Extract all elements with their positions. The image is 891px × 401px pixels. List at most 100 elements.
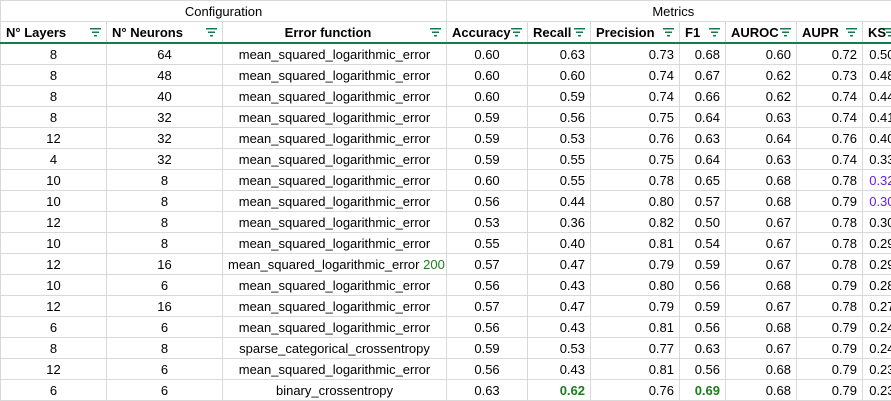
- cell-auroc[interactable]: 0.64: [725, 127, 798, 149]
- cell-recall[interactable]: 0.53: [527, 127, 592, 149]
- cell-auroc[interactable]: 0.62: [725, 85, 798, 107]
- cell-layers[interactable]: 12: [0, 253, 107, 275]
- header-layers[interactable]: N° Layers: [0, 21, 107, 44]
- cell-precision[interactable]: 0.79: [590, 295, 681, 317]
- cell-f1[interactable]: 0.64: [679, 148, 727, 170]
- cell-ks[interactable]: 0.24: [862, 316, 891, 338]
- cell-precision[interactable]: 0.81: [590, 316, 681, 338]
- cell-aupr[interactable]: 0.78: [796, 211, 864, 233]
- header-error-function[interactable]: Error function: [221, 21, 448, 44]
- cell-neurons[interactable]: 6: [106, 379, 223, 401]
- cell-accuracy[interactable]: 0.56: [446, 190, 529, 212]
- cell-aupr[interactable]: 0.74: [796, 85, 864, 107]
- cell-ks[interactable]: 0.32: [862, 169, 891, 191]
- cell-accuracy[interactable]: 0.60: [446, 85, 529, 107]
- header-auroc[interactable]: AUROC: [725, 21, 798, 44]
- filter-icon[interactable]: [206, 28, 217, 37]
- cell-recall[interactable]: 0.40: [527, 232, 592, 254]
- filter-icon[interactable]: [511, 28, 523, 37]
- cell-recall[interactable]: 0.36: [527, 211, 592, 233]
- cell-error[interactable]: mean_squared_logarithmic_error: [221, 64, 448, 86]
- cell-f1[interactable]: 0.63: [679, 127, 727, 149]
- cell-recall[interactable]: 0.60: [527, 64, 592, 86]
- cell-ks[interactable]: 0.40: [862, 127, 891, 149]
- cell-ks[interactable]: 0.41: [862, 106, 891, 128]
- cell-neurons[interactable]: 40: [106, 85, 223, 107]
- cell-error[interactable]: mean_squared_logarithmic_error: [221, 358, 448, 380]
- cell-precision[interactable]: 0.75: [590, 148, 681, 170]
- cell-accuracy[interactable]: 0.57: [446, 253, 529, 275]
- header-f1[interactable]: F1: [679, 21, 727, 44]
- cell-neurons[interactable]: 64: [106, 42, 223, 65]
- cell-accuracy[interactable]: 0.59: [446, 148, 529, 170]
- cell-auroc[interactable]: 0.68: [725, 316, 798, 338]
- header-precision[interactable]: Precision: [590, 21, 681, 44]
- cell-ks[interactable]: 0.27: [862, 295, 891, 317]
- cell-error[interactable]: mean_squared_logarithmic_error: [221, 169, 448, 191]
- cell-layers[interactable]: 6: [0, 316, 107, 338]
- cell-error[interactable]: mean_squared_logarithmic_error: [221, 148, 448, 170]
- header-recall[interactable]: Recall: [527, 21, 592, 44]
- header-aupr[interactable]: AUPR: [796, 21, 864, 44]
- cell-accuracy[interactable]: 0.60: [446, 169, 529, 191]
- cell-auroc[interactable]: 0.67: [725, 232, 798, 254]
- cell-auroc[interactable]: 0.67: [725, 295, 798, 317]
- cell-f1[interactable]: 0.64: [679, 106, 727, 128]
- cell-aupr[interactable]: 0.72: [796, 42, 864, 65]
- cell-accuracy[interactable]: 0.59: [446, 337, 529, 359]
- cell-aupr[interactable]: 0.74: [796, 148, 864, 170]
- cell-auroc[interactable]: 0.68: [725, 169, 798, 191]
- cell-f1[interactable]: 0.66: [679, 85, 727, 107]
- cell-f1[interactable]: 0.57: [679, 190, 727, 212]
- filter-icon[interactable]: [90, 28, 101, 37]
- cell-accuracy[interactable]: 0.56: [446, 316, 529, 338]
- cell-aupr[interactable]: 0.79: [796, 190, 864, 212]
- cell-layers[interactable]: 6: [0, 379, 107, 401]
- cell-ks[interactable]: 0.50: [862, 42, 891, 65]
- cell-aupr[interactable]: 0.76: [796, 127, 864, 149]
- cell-accuracy[interactable]: 0.56: [446, 274, 529, 296]
- cell-precision[interactable]: 0.76: [590, 127, 681, 149]
- cell-f1[interactable]: 0.59: [679, 253, 727, 275]
- cell-f1[interactable]: 0.68: [679, 42, 727, 65]
- cell-recall[interactable]: 0.63: [527, 42, 592, 65]
- cell-neurons[interactable]: 32: [106, 106, 223, 128]
- cell-precision[interactable]: 0.74: [590, 64, 681, 86]
- cell-auroc[interactable]: 0.62: [725, 64, 798, 86]
- cell-accuracy[interactable]: 0.57: [446, 295, 529, 317]
- cell-precision[interactable]: 0.76: [590, 379, 681, 401]
- cell-precision[interactable]: 0.73: [590, 42, 681, 65]
- cell-recall[interactable]: 0.55: [527, 169, 592, 191]
- cell-layers[interactable]: 8: [0, 85, 107, 107]
- cell-layers[interactable]: 8: [0, 106, 107, 128]
- cell-f1[interactable]: 0.56: [679, 358, 727, 380]
- cell-precision[interactable]: 0.81: [590, 232, 681, 254]
- cell-auroc[interactable]: 0.63: [725, 148, 798, 170]
- cell-aupr[interactable]: 0.78: [796, 295, 864, 317]
- cell-neurons[interactable]: 6: [106, 316, 223, 338]
- cell-neurons[interactable]: 8: [106, 169, 223, 191]
- cell-ks[interactable]: 0.48: [862, 64, 891, 86]
- cell-f1[interactable]: 0.54: [679, 232, 727, 254]
- cell-error[interactable]: mean_squared_logarithmic_error: [221, 106, 448, 128]
- cell-ks[interactable]: 0.29: [862, 253, 891, 275]
- cell-layers[interactable]: 8: [0, 64, 107, 86]
- cell-recall[interactable]: 0.55: [527, 148, 592, 170]
- cell-accuracy[interactable]: 0.60: [446, 64, 529, 86]
- cell-accuracy[interactable]: 0.55: [446, 232, 529, 254]
- filter-icon[interactable]: [780, 28, 792, 37]
- cell-neurons[interactable]: 16: [106, 253, 223, 275]
- cell-error[interactable]: sparse_categorical_crossentropy: [221, 337, 448, 359]
- cell-f1[interactable]: 0.56: [679, 316, 727, 338]
- cell-neurons[interactable]: 6: [106, 274, 223, 296]
- cell-neurons[interactable]: 8: [106, 337, 223, 359]
- cell-recall[interactable]: 0.53: [527, 337, 592, 359]
- cell-error[interactable]: mean_squared_logarithmic_error: [221, 85, 448, 107]
- cell-accuracy[interactable]: 0.63: [446, 379, 529, 401]
- filter-icon[interactable]: [663, 28, 675, 37]
- cell-neurons[interactable]: 8: [106, 232, 223, 254]
- cell-auroc[interactable]: 0.68: [725, 358, 798, 380]
- filter-icon[interactable]: [430, 28, 442, 37]
- cell-aupr[interactable]: 0.73: [796, 64, 864, 86]
- cell-recall[interactable]: 0.62: [527, 379, 592, 401]
